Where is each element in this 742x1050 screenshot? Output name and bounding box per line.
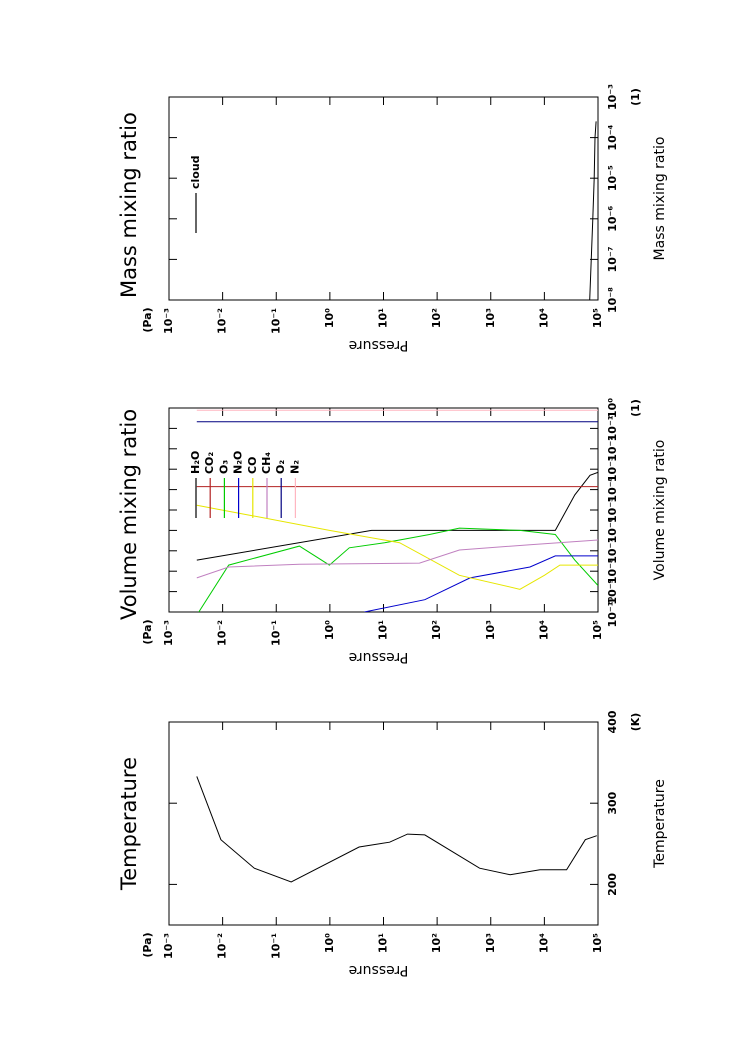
x-tick-label: 10⁻¹ — [269, 620, 282, 646]
series-line — [196, 504, 598, 590]
x-tick-label: 10⁻³ — [162, 308, 175, 334]
y-unit: (K) — [629, 713, 642, 732]
chart-title: Volume mixing ratio — [117, 409, 141, 620]
y-tick-label: 10⁻⁶ — [606, 517, 619, 543]
x-tick-label: 10¹ — [377, 620, 390, 640]
chart-title: Mass mixing ratio — [117, 112, 141, 298]
series-line — [589, 121, 597, 300]
x-axis-title: Pressure — [349, 962, 409, 978]
x-tick-label: 10³ — [484, 308, 497, 328]
frame — [168, 721, 599, 926]
x-tick-label: 10³ — [484, 933, 497, 953]
x-tick-label: 10² — [430, 933, 443, 953]
frame — [168, 96, 599, 301]
x-unit: (Pa) — [141, 619, 154, 644]
x-tick-label: 10¹ — [377, 933, 390, 953]
x-tick-label: 10⁴ — [537, 933, 550, 953]
y-tick-label: 10⁻⁴ — [606, 476, 619, 502]
x-tick-label: 10⁰ — [323, 620, 336, 640]
y-tick-label: 10⁻¹ — [606, 415, 619, 441]
y-tick-label: 10⁰ — [606, 398, 619, 418]
legend-label: CH₄ — [260, 452, 273, 474]
series-line — [196, 539, 598, 579]
chart-title: Temperature — [117, 757, 141, 891]
y-axis-title: Mass mixing ratio — [652, 137, 668, 261]
y-tick-label: 10⁻⁷ — [606, 538, 619, 564]
x-tick-label: 10⁰ — [323, 933, 336, 953]
x-tick-label: 10⁻¹ — [269, 933, 282, 959]
series-line — [196, 776, 597, 883]
series-line — [364, 555, 598, 612]
x-unit: (Pa) — [141, 307, 154, 332]
legend-label: N₂O — [232, 451, 245, 474]
x-axis-title: Pressure — [349, 337, 409, 353]
x-tick-label: 10³ — [484, 620, 497, 640]
y-tick-label: 10⁻⁷ — [606, 246, 619, 272]
y-tick-label: 400 — [606, 710, 619, 733]
x-tick-label: 10⁰ — [323, 308, 336, 328]
y-tick-label: 200 — [606, 873, 619, 896]
y-tick-label: 300 — [606, 791, 619, 814]
series-line — [198, 527, 598, 612]
y-tick-label: 10⁻¹⁰ — [606, 596, 619, 627]
y-tick-label: 10⁻³ — [606, 456, 619, 482]
x-tick-label: 10⁻² — [216, 308, 229, 334]
y-axis-title: Volume mixing ratio — [652, 440, 668, 581]
x-tick-label: 10⁻³ — [162, 620, 175, 646]
series-line — [196, 471, 598, 561]
x-tick-label: 10² — [430, 308, 443, 328]
x-tick-label: 10² — [430, 620, 443, 640]
y-tick-label: 10⁻⁶ — [606, 206, 619, 232]
y-tick-label: 10⁻⁸ — [606, 287, 619, 313]
y-tick-label: 10⁻⁹ — [606, 578, 619, 604]
x-tick-label: 10⁻³ — [162, 933, 175, 959]
legend-label: CO — [246, 457, 259, 474]
x-tick-label: 10⁵ — [591, 308, 604, 328]
y-tick-label: 10⁻⁸ — [606, 558, 619, 584]
legend-label: cloud — [189, 155, 202, 189]
y-unit: (1) — [629, 88, 642, 106]
y-unit: (1) — [629, 399, 642, 417]
x-tick-label: 10⁵ — [591, 620, 604, 640]
x-tick-label: 10⁴ — [537, 620, 550, 640]
x-tick-label: 10⁴ — [537, 308, 550, 328]
legend-label: O₃ — [217, 460, 230, 474]
y-axis-title: Temperature — [652, 779, 668, 869]
legend-label: N₂ — [288, 460, 301, 474]
x-axis-title: Pressure — [349, 649, 409, 665]
x-unit: (Pa) — [141, 932, 154, 957]
legend-label: O₂ — [274, 460, 287, 474]
y-tick-label: 10⁻³ — [606, 84, 619, 110]
legend-label: H₂O — [189, 451, 202, 474]
y-tick-label: 10⁻⁵ — [606, 165, 619, 191]
x-tick-label: 10⁻¹ — [269, 308, 282, 334]
y-tick-label: 10⁻² — [606, 436, 619, 462]
x-tick-label: 10¹ — [377, 308, 390, 328]
y-tick-label: 10⁻⁴ — [606, 124, 619, 150]
y-tick-label: 10⁻⁵ — [606, 497, 619, 523]
x-tick-label: 10⁻² — [216, 933, 229, 959]
x-tick-label: 10⁻² — [216, 620, 229, 646]
legend-label: CO₂ — [203, 452, 216, 474]
x-tick-label: 10⁵ — [591, 933, 604, 953]
